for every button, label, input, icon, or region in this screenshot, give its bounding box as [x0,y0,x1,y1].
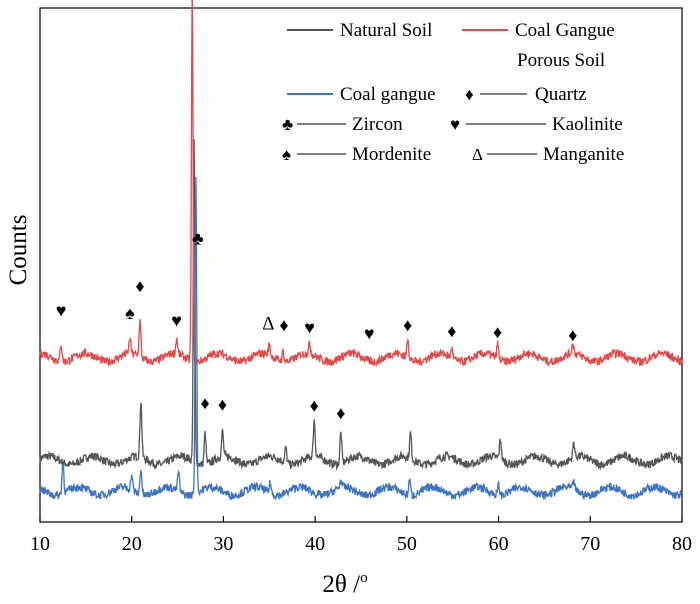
legend-label-kaolinite: Kaolinite [552,114,623,135]
x-tick-label: 60 [489,533,509,555]
series-layer [39,0,683,501]
series-line-coal-gangue [39,176,683,501]
diamond-icon: ♦ [135,276,144,296]
x-ticks: 10 20 30 40 50 60 70 80 [30,516,692,555]
delta-icon: Δ [472,145,483,164]
club-icon: ♣ [282,115,293,134]
series-line-natural-soil [39,139,683,471]
diamond-icon: ♦ [336,403,345,423]
x-tick-label: 70 [580,533,600,555]
heart-icon: ♥ [450,115,460,134]
legend-label-cgps-line1: Coal Gangue [515,20,615,41]
spade-icon: ♠ [125,303,135,323]
spade-icon: ♠ [282,145,291,164]
legend: Natural Soil Coal Gangue Porous Soil Coa… [282,20,624,165]
diamond-icon: ♦ [403,315,412,335]
legend-label-coal-gangue: Coal gangue [340,84,436,105]
diamond-icon: ♦ [465,85,474,104]
heart-icon: ♥ [304,317,315,337]
x-tick-label: 10 [30,533,50,555]
plot-frame [39,7,683,523]
club-icon: ♣ [192,228,204,248]
diamond-icon: ♦ [447,321,456,341]
heart-icon: ♥ [56,300,67,320]
diamond-icon: ♦ [568,325,577,345]
x-tick-label: 20 [122,533,142,555]
legend-label-natural-soil: Natural Soil [340,20,432,41]
heart-icon: ♥ [364,324,375,344]
legend-label-cgps-line2: Porous Soil [517,50,605,71]
legend-label-mordenite: Mordenite [352,144,431,165]
delta-icon: Δ [262,313,274,334]
legend-label-quartz: Quartz [535,84,587,105]
heart-icon: ♥ [171,311,182,331]
x-axis-label: 2θ /o [322,570,367,598]
x-tick-label: 80 [672,533,692,555]
legend-label-zircon: Zircon [352,114,403,135]
diamond-icon: ♦ [218,394,227,414]
y-axis-label: Counts [5,215,32,286]
diamond-icon: ♦ [200,393,209,413]
x-tick-label: 40 [305,533,325,555]
diamond-icon: ♦ [279,315,288,335]
diamond-icon: ♦ [310,395,319,415]
series-line-coal-gangue-porous-soil [39,0,683,368]
x-tick-label: 30 [213,533,233,555]
x-tick-label: 50 [397,533,417,555]
diamond-icon: ♦ [493,322,502,342]
legend-label-manganite: Manganite [543,144,624,165]
annotation-layer: ♥♠♦♥♦♣Δ♦♥♥♦♦♦♦♦♦♦♦ [56,228,578,423]
